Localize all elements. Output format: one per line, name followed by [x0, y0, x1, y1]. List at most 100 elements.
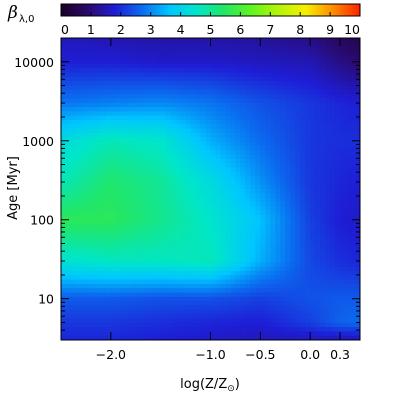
heatmap-cell	[275, 232, 281, 238]
heatmap-cell	[140, 245, 147, 250]
heatmap-cell	[220, 249, 227, 255]
heatmap-cell	[230, 76, 237, 82]
heatmap-cell	[345, 180, 351, 186]
heatmap-cell	[250, 279, 256, 285]
heatmap-cell	[340, 314, 346, 320]
heatmap-cell	[190, 132, 197, 138]
heatmap-cell	[175, 258, 182, 263]
heatmap-cell	[195, 102, 202, 108]
heatmap-cell	[345, 266, 351, 272]
heatmap-cell	[215, 262, 222, 268]
heatmap-cell	[310, 189, 316, 194]
heatmap-cell	[90, 193, 97, 199]
heatmap-cell	[70, 128, 77, 134]
heatmap-cell	[190, 327, 197, 332]
heatmap-cell	[310, 253, 316, 259]
heatmap-cell	[230, 94, 237, 99]
heatmap-cell	[315, 176, 321, 181]
heatmap-cell	[115, 283, 122, 289]
heatmap-cell	[225, 327, 232, 332]
heatmap-cell	[140, 81, 147, 87]
heatmap-cell	[325, 145, 331, 151]
heatmap-cell	[350, 184, 356, 190]
heatmap-cell	[185, 275, 192, 281]
heatmap-cell	[355, 176, 360, 181]
heatmap-cell	[290, 245, 296, 250]
heatmap-cell	[160, 72, 167, 78]
heatmap-cell	[290, 201, 296, 207]
heatmap-cell	[290, 305, 296, 311]
heatmap-cell	[230, 107, 237, 112]
heatmap-cell	[245, 227, 251, 233]
heatmap-cell	[275, 331, 281, 337]
heatmap-cell	[215, 119, 222, 125]
heatmap-cell	[235, 197, 241, 203]
heatmap-cell	[205, 102, 212, 108]
heatmap-cell	[220, 132, 227, 138]
heatmap-cell	[300, 119, 306, 125]
heatmap-cell	[65, 249, 72, 255]
heatmap-cell	[75, 150, 82, 156]
heatmap-cell	[295, 76, 301, 82]
heatmap-cell	[80, 309, 87, 315]
heatmap-cell	[300, 102, 306, 108]
heatmap-cell	[340, 335, 346, 340]
heatmap-cell	[315, 50, 321, 56]
heatmap-cell	[240, 50, 246, 56]
heatmap-cell	[190, 102, 197, 108]
heatmap-cell	[210, 201, 217, 207]
heatmap-cell	[140, 154, 147, 160]
heatmap-cell	[65, 197, 72, 203]
heatmap-cell	[145, 288, 152, 294]
heatmap-cell	[170, 301, 177, 307]
heatmap-cell	[130, 270, 137, 276]
heatmap-cell	[215, 223, 222, 229]
heatmap-cell	[125, 331, 132, 337]
heatmap-cell	[175, 102, 182, 108]
heatmap-cell	[155, 76, 162, 82]
heatmap-cell	[75, 249, 82, 255]
heatmap-cell	[285, 55, 291, 61]
heatmap-cell	[170, 137, 177, 143]
heatmap-cell	[290, 322, 296, 328]
heatmap-cell	[345, 296, 351, 302]
heatmap-cell	[130, 314, 137, 320]
heatmap-cell	[280, 236, 286, 242]
heatmap-cell	[190, 154, 197, 160]
heatmap-cell	[185, 81, 192, 87]
heatmap-cell	[245, 249, 251, 255]
heatmap-cell	[225, 309, 232, 315]
heatmap-cell	[170, 305, 177, 311]
heatmap-cell	[260, 68, 266, 74]
heatmap-cell	[130, 150, 137, 156]
heatmap-cell	[325, 288, 331, 294]
heatmap-cell	[61, 236, 67, 242]
heatmap-cell	[90, 258, 97, 263]
heatmap-cell	[175, 206, 182, 212]
heatmap-cell	[100, 301, 107, 307]
heatmap-cell	[80, 72, 87, 78]
heatmap-cell	[265, 137, 271, 143]
heatmap-cell	[270, 72, 276, 78]
heatmap-cell	[95, 210, 102, 216]
heatmap-cell	[140, 270, 147, 276]
heatmap-cell	[270, 145, 276, 151]
heatmap-cell	[280, 50, 286, 56]
heatmap-cell	[280, 46, 286, 52]
heatmap-cell	[335, 89, 341, 95]
heatmap-cell	[130, 163, 137, 169]
heatmap-cell	[185, 98, 192, 104]
heatmap-cell	[95, 279, 102, 285]
heatmap-cell	[255, 180, 261, 186]
heatmap-cell	[195, 253, 202, 259]
heatmap-cell	[175, 63, 182, 69]
heatmap-cell	[345, 253, 351, 259]
heatmap-cell	[290, 50, 296, 56]
heatmap-cell	[305, 137, 311, 143]
heatmap-cell	[80, 42, 87, 48]
heatmap-cell	[75, 68, 82, 74]
heatmap-cell	[290, 331, 296, 337]
heatmap-cell	[325, 50, 331, 56]
heatmap-cell	[340, 154, 346, 160]
heatmap-cell	[245, 296, 251, 302]
